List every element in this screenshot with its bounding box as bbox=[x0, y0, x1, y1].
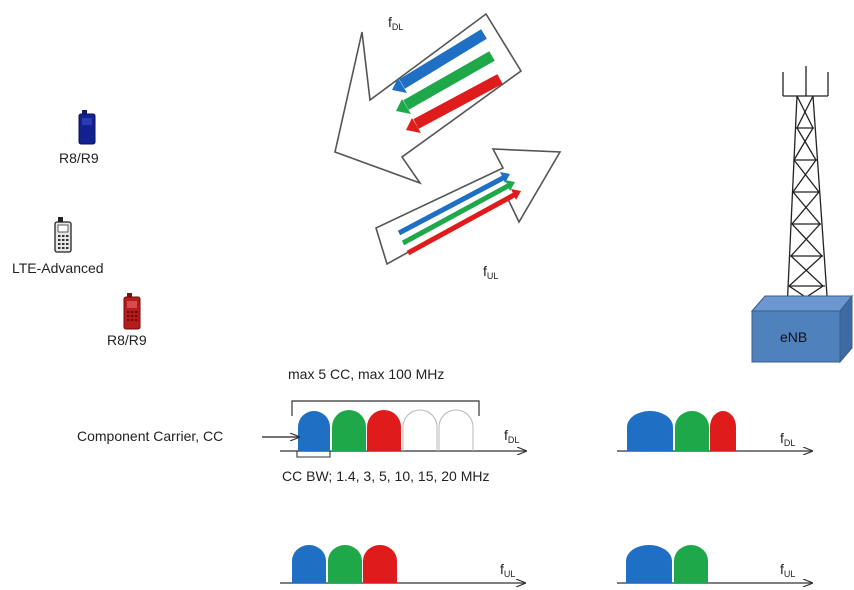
ul-subscript: UL bbox=[783, 569, 796, 579]
blue-phone-label: R8/R9 bbox=[59, 150, 99, 166]
red-phone-label: R8/R9 bbox=[107, 332, 147, 348]
carrier-chunks-dl-left bbox=[298, 409, 474, 451]
f-symbol: f bbox=[388, 14, 392, 30]
downlink-bands bbox=[392, 29, 503, 133]
enb-label: eNB bbox=[780, 329, 808, 345]
ul-subscript: UL bbox=[486, 271, 499, 281]
uplink-bands bbox=[397, 172, 521, 256]
dl-subscript: DL bbox=[507, 435, 520, 445]
f-symbol: f bbox=[504, 427, 508, 443]
axis-dl-left-label: fDL bbox=[504, 427, 519, 445]
axis-dl-right-label: fDL bbox=[780, 430, 795, 448]
phone-icon-red bbox=[123, 293, 141, 330]
max-cc-label: max 5 CC, max 100 MHz bbox=[288, 366, 445, 382]
lte-advanced-label: LTE-Advanced bbox=[12, 260, 104, 276]
f-symbol: f bbox=[500, 561, 504, 577]
phone-icon-lte-advanced bbox=[54, 217, 72, 253]
f-symbol: f bbox=[780, 430, 784, 446]
carrier-chunks-ul-left bbox=[292, 545, 397, 583]
phone-icon-blue bbox=[78, 110, 96, 145]
component-carrier-label: Component Carrier, CC bbox=[77, 428, 224, 444]
axis-ul-right-label: fUL bbox=[780, 561, 795, 579]
dl-subscript: DL bbox=[391, 22, 404, 32]
uplink-freq-label: fUL bbox=[483, 263, 498, 281]
carrier-chunks-dl-right bbox=[627, 411, 736, 451]
ul-subscript: UL bbox=[503, 569, 516, 579]
cell-tower-icon bbox=[782, 66, 829, 311]
carrier-chunks-ul-right bbox=[626, 545, 708, 583]
dl-subscript: DL bbox=[783, 438, 796, 448]
f-symbol: f bbox=[780, 561, 784, 577]
downlink-freq-label: fDL bbox=[388, 14, 403, 32]
enb-box bbox=[750, 294, 854, 364]
f-symbol: f bbox=[483, 263, 487, 279]
axis-ul-left-label: fUL bbox=[500, 561, 515, 579]
cc-bandwidth-label: CC BW; 1.4, 3, 5, 10, 15, 20 MHz bbox=[282, 468, 490, 484]
max-cc-bracket bbox=[291, 400, 480, 416]
cc-bw-bracket bbox=[296, 451, 331, 458]
